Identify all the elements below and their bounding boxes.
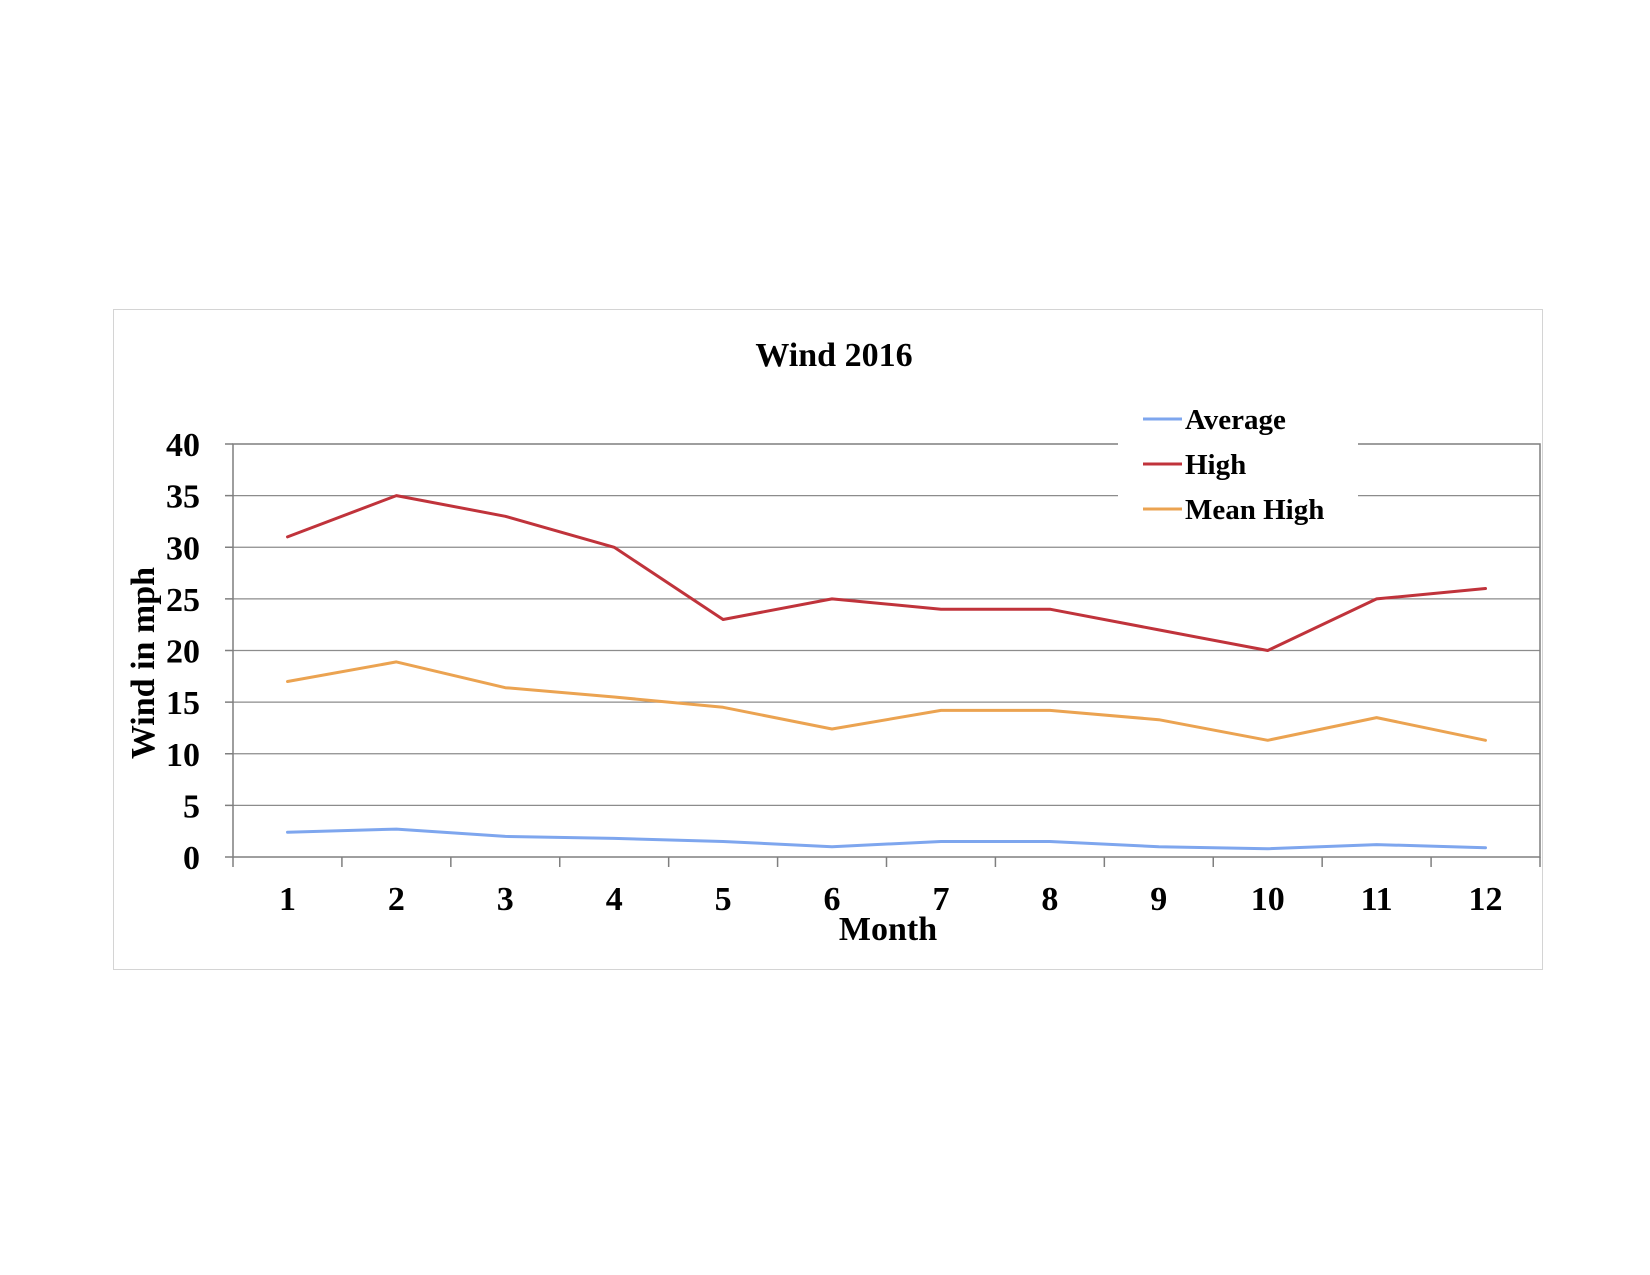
- y-tick-label: 15: [166, 685, 200, 722]
- x-tick-label: 6: [824, 881, 841, 918]
- y-tick-label: 5: [183, 788, 200, 825]
- legend-label-average: Average: [1185, 404, 1286, 436]
- x-tick-label: 11: [1361, 881, 1393, 918]
- y-tick-label: 40: [166, 427, 200, 464]
- x-tick-label: 2: [388, 881, 405, 918]
- legend-label-high: High: [1185, 449, 1246, 481]
- y-axis-tick-labels: 0 5 10 15 20 25 30 35 40: [166, 427, 200, 877]
- series-line-high: [286, 494, 1487, 652]
- x-tick-label: 12: [1469, 881, 1503, 918]
- x-tick-label: 9: [1150, 881, 1167, 918]
- legend-label-mean-high: Mean High: [1185, 494, 1324, 526]
- legend-background: [1118, 398, 1358, 536]
- x-tick-label: 3: [497, 881, 514, 918]
- x-tick-label: 5: [715, 881, 732, 918]
- y-axis-label: Wind in mph: [125, 567, 162, 759]
- series-lines: [286, 494, 1487, 851]
- y-tick-label: 35: [166, 479, 200, 516]
- y-tick-label: 0: [183, 840, 200, 877]
- y-tick-label: 30: [166, 530, 200, 567]
- chart-title: Wind 2016: [755, 337, 912, 374]
- x-axis-label: Month: [839, 911, 937, 948]
- legend: Average High Mean High: [1118, 398, 1358, 536]
- x-tick-label: 4: [606, 881, 623, 918]
- series-line-average: [286, 827, 1487, 851]
- x-tick-label: 10: [1251, 881, 1285, 918]
- y-tick-label: 20: [166, 634, 200, 671]
- x-tick-label: 7: [932, 881, 949, 918]
- y-tick-label: 25: [166, 582, 200, 619]
- x-axis-tick-labels: 1 2 3 4 5 6 7 8 9 10 11 12: [279, 881, 1503, 918]
- series-line-mean-high: [286, 660, 1487, 742]
- x-tick-label: 8: [1041, 881, 1058, 918]
- y-tick-label: 10: [166, 737, 200, 774]
- x-axis-ticks: [232, 857, 1541, 867]
- x-tick-label: 1: [279, 881, 296, 918]
